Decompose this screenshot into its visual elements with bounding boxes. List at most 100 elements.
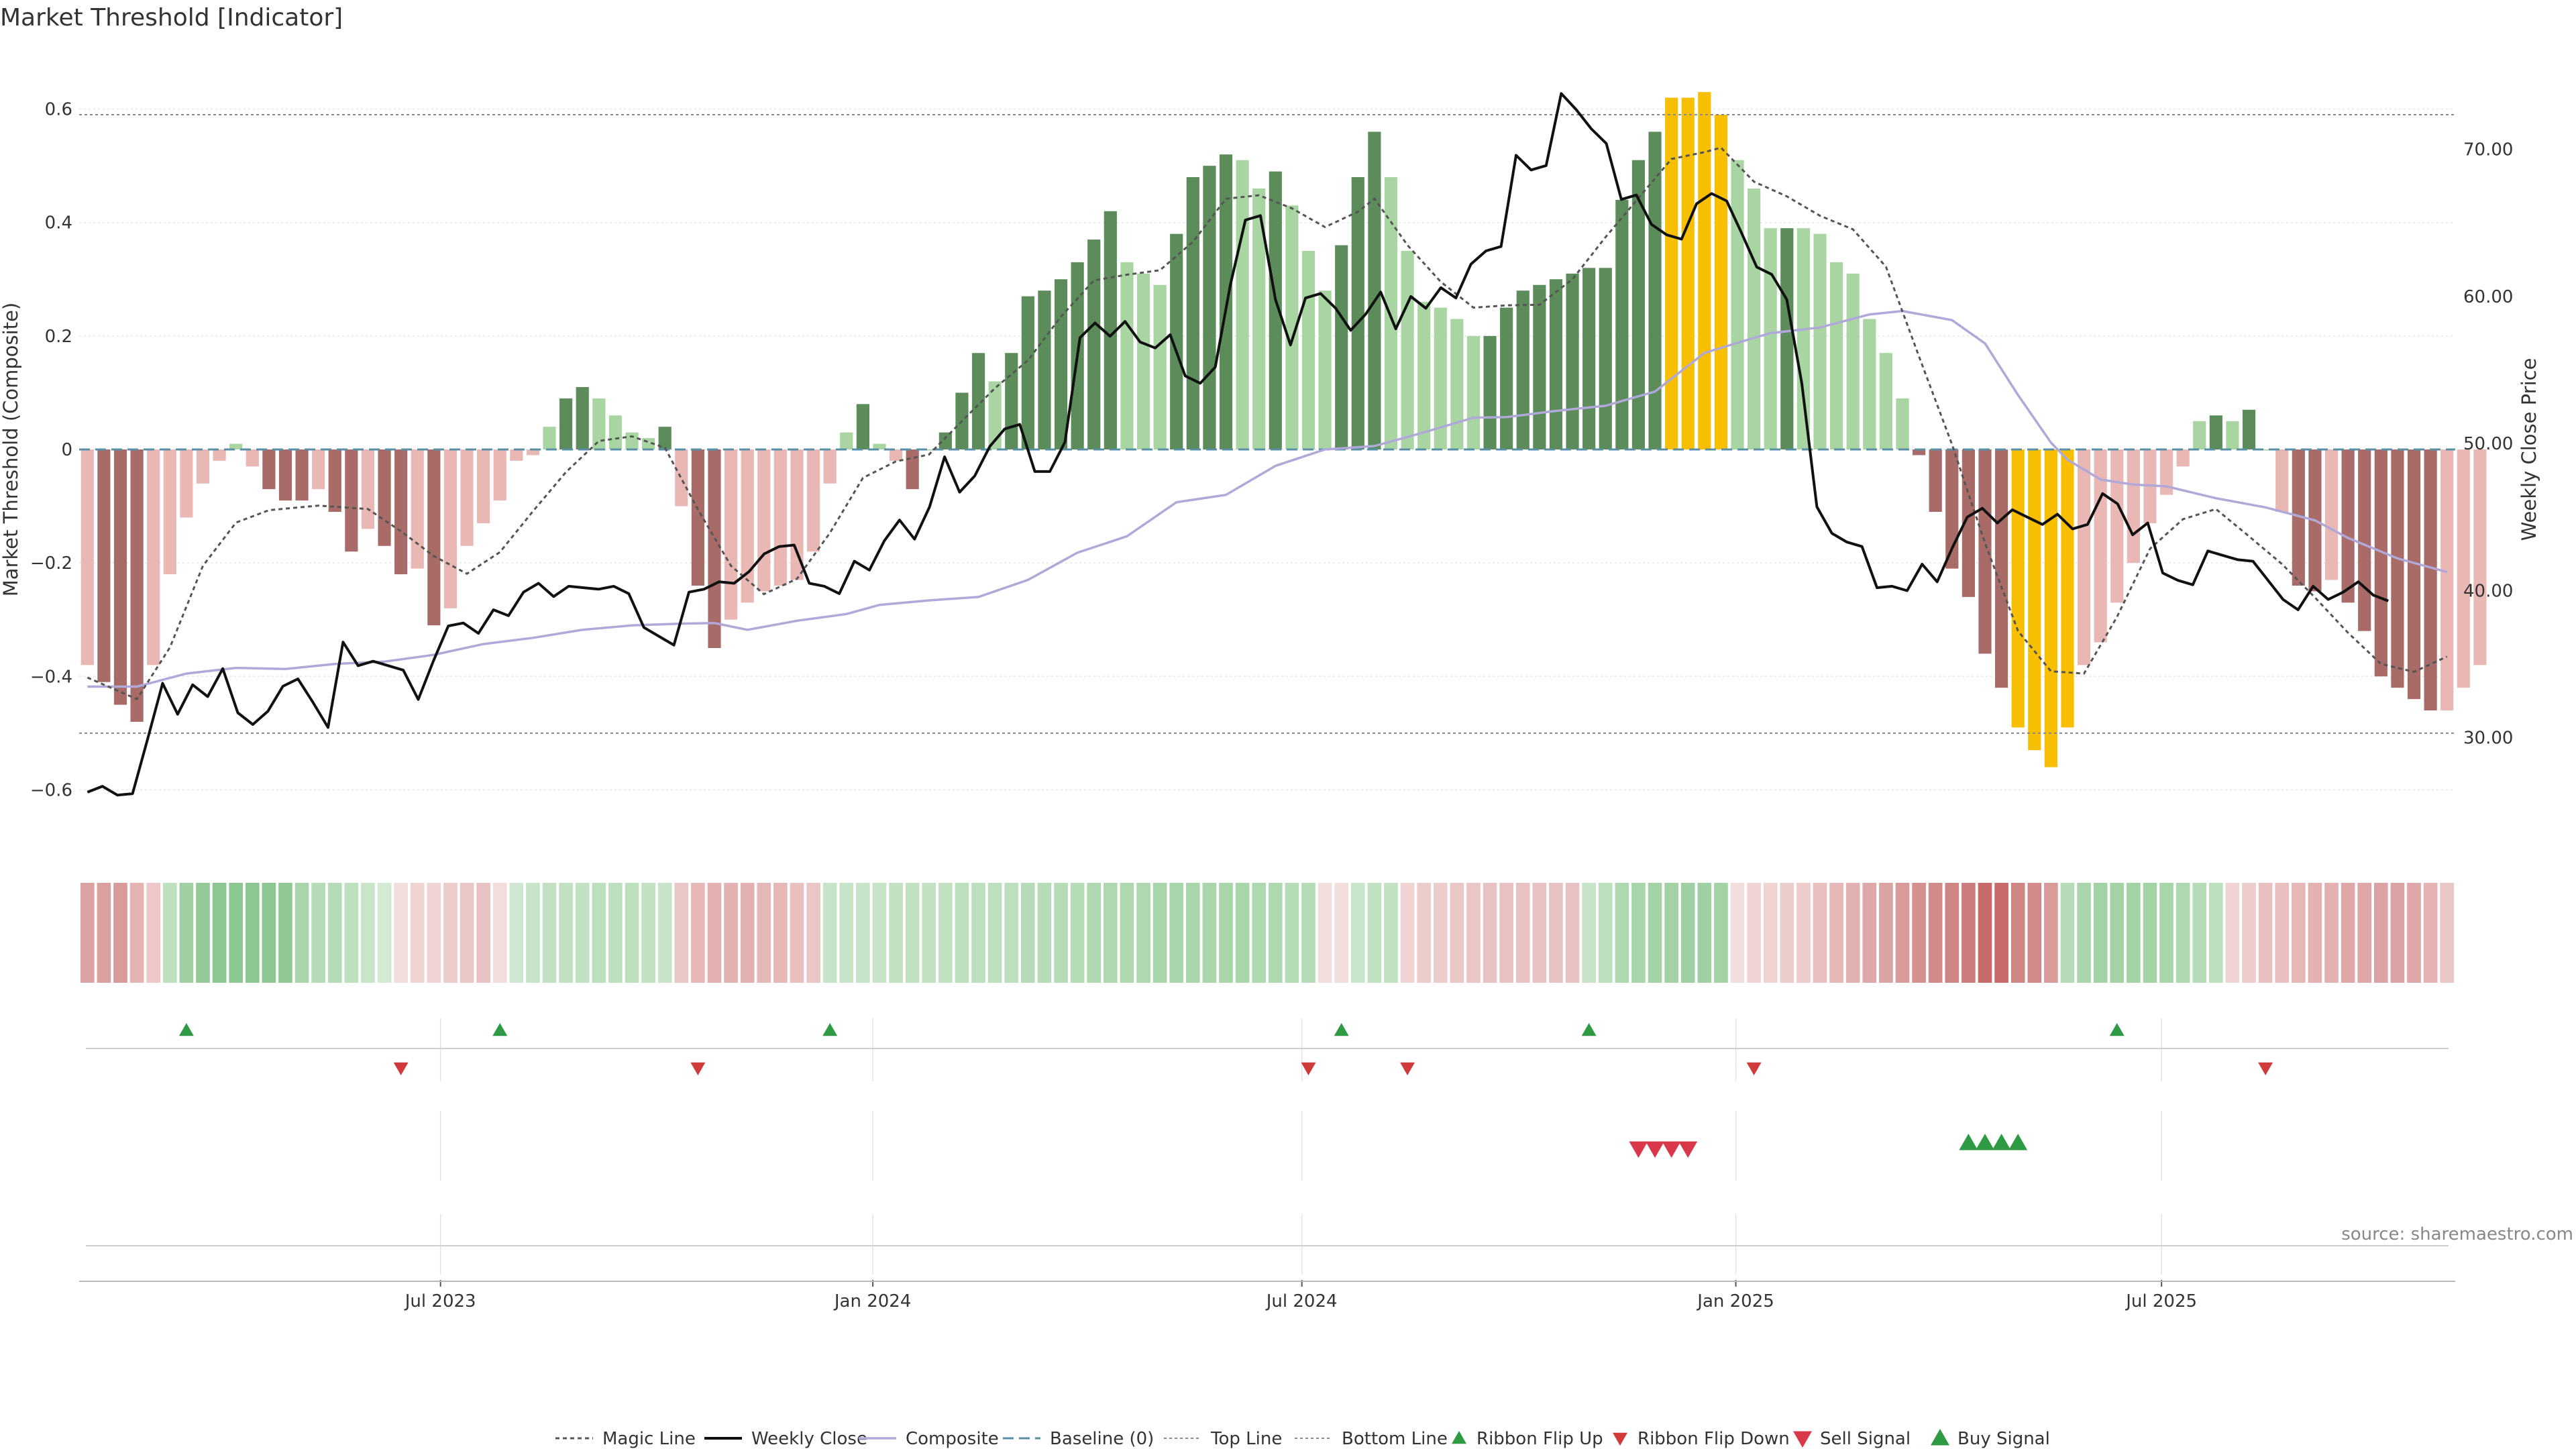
ribbon-cell bbox=[1334, 883, 1349, 983]
composite-bar bbox=[873, 443, 886, 449]
signals-layer bbox=[178, 1023, 2273, 1158]
ribbon-cell bbox=[2242, 883, 2256, 983]
y-tick-label-left: −0.4 bbox=[30, 667, 72, 687]
composite-bar bbox=[1500, 307, 1513, 449]
source-note: source: sharemaestro.com bbox=[2341, 1224, 2573, 1244]
ribbon-cell bbox=[1747, 883, 1761, 983]
ribbon-cell bbox=[1350, 883, 1365, 983]
composite-bar bbox=[1896, 398, 1909, 449]
ribbon-cell bbox=[1466, 883, 1481, 983]
legend-item: Ribbon Flip Down bbox=[1613, 1429, 1790, 1449]
ribbon-cell bbox=[2027, 883, 2042, 983]
ribbon-cell bbox=[1648, 883, 1662, 983]
ribbon-cell bbox=[889, 883, 903, 983]
chart-title: Market Threshold [Indicator] bbox=[0, 4, 343, 32]
ribbon-cell bbox=[1185, 883, 1200, 983]
composite-bar bbox=[1203, 166, 1216, 449]
composite-bar bbox=[741, 449, 754, 603]
ribbon-cell bbox=[460, 883, 474, 983]
composite-bar bbox=[213, 449, 226, 461]
magic-line bbox=[87, 146, 2448, 700]
composite-bar bbox=[278, 449, 292, 501]
ribbon-cell bbox=[146, 883, 161, 983]
composite-bar bbox=[1631, 160, 1646, 449]
grid-layer bbox=[79, 108, 2455, 1275]
buy-signal-marker bbox=[1992, 1134, 2011, 1150]
ribbon-flip-up-marker bbox=[1334, 1023, 1349, 1036]
legend-item: Baseline (0) bbox=[1003, 1429, 1154, 1449]
composite-bar bbox=[1384, 177, 1398, 449]
ribbon-cell bbox=[2010, 883, 2025, 983]
composite-bar bbox=[1318, 290, 1332, 449]
ribbon-cell bbox=[2225, 883, 2240, 983]
composite-bar bbox=[2176, 449, 2190, 467]
ribbon-cell bbox=[2341, 883, 2355, 983]
x-tick-label: Jul 2025 bbox=[2125, 1291, 2197, 1311]
ribbon-cell bbox=[427, 883, 441, 983]
ribbon-cell bbox=[575, 883, 590, 983]
composite-bar bbox=[1335, 245, 1348, 449]
composite-bar bbox=[1813, 233, 1827, 449]
ribbon-cell bbox=[938, 883, 953, 983]
composite-bar bbox=[658, 427, 672, 449]
composite-bar bbox=[1665, 97, 1678, 449]
composite-bar bbox=[1170, 233, 1183, 449]
composite-bar bbox=[2044, 449, 2057, 767]
composite-bar bbox=[2226, 421, 2239, 449]
ribbon-cell bbox=[1862, 883, 1877, 983]
ribbon-cell bbox=[1301, 883, 1316, 983]
ribbon-cell bbox=[1664, 883, 1678, 983]
ribbon-flip-down-marker bbox=[393, 1062, 409, 1075]
ribbon-cell bbox=[1318, 883, 1332, 983]
ribbon-cell bbox=[987, 883, 1002, 983]
legend-item: Sell Signal bbox=[1793, 1429, 1911, 1449]
composite-bar bbox=[757, 449, 771, 592]
legend-swatch bbox=[1931, 1429, 1949, 1446]
ribbon-cell bbox=[1714, 883, 1728, 983]
ribbon-cell bbox=[2308, 883, 2322, 983]
composite-bar bbox=[1236, 160, 1249, 449]
ribbon-cell bbox=[707, 883, 722, 983]
ribbon-cell bbox=[97, 883, 111, 983]
composite-bar bbox=[246, 449, 259, 467]
composite-bar bbox=[2011, 449, 2025, 728]
composite-bar bbox=[312, 449, 325, 490]
ribbon-cell bbox=[2143, 883, 2157, 983]
legend-label: Baseline (0) bbox=[1050, 1429, 1154, 1449]
ribbon-cell bbox=[327, 883, 342, 983]
composite-bar bbox=[427, 449, 441, 626]
composite-bar bbox=[2209, 415, 2222, 449]
composite-bar bbox=[1994, 449, 2008, 688]
legend-swatch bbox=[1452, 1431, 1466, 1444]
composite-bar bbox=[1599, 268, 1612, 449]
ribbon-cell bbox=[674, 883, 689, 983]
composite-bar bbox=[1698, 92, 1711, 449]
ribbon-cell bbox=[262, 883, 276, 983]
ribbon-cell bbox=[1730, 883, 1745, 983]
ribbon-layer bbox=[80, 883, 2455, 983]
ribbon-cell bbox=[1021, 883, 1035, 983]
sell-signal-marker bbox=[1629, 1141, 1648, 1158]
ribbon-cell bbox=[905, 883, 920, 983]
ribbon-cell bbox=[1235, 883, 1250, 983]
legend-item: Ribbon Flip Up bbox=[1452, 1429, 1603, 1449]
legend-label: Ribbon Flip Up bbox=[1477, 1429, 1603, 1449]
ribbon-cell bbox=[872, 883, 887, 983]
y-tick-label-left: 0.4 bbox=[45, 213, 72, 233]
composite-bar bbox=[1368, 131, 1381, 449]
ribbon-cell bbox=[179, 883, 194, 983]
composite-bar bbox=[526, 449, 540, 455]
legend-label: Sell Signal bbox=[1820, 1429, 1911, 1449]
ribbon-cell bbox=[559, 883, 573, 983]
composite-bar bbox=[460, 449, 474, 546]
composite-bar bbox=[2193, 421, 2206, 449]
y-tick-label-right: 60.00 bbox=[2463, 287, 2513, 307]
weekly-close-line bbox=[87, 92, 2389, 797]
composite-bar bbox=[2094, 449, 2107, 643]
composite-bar bbox=[113, 449, 127, 705]
ribbon-cell bbox=[625, 883, 639, 983]
sell-signal-marker bbox=[1678, 1141, 1698, 1158]
ribbon-cell bbox=[1268, 883, 1283, 983]
composite-bar bbox=[1186, 177, 1199, 449]
ribbon-flip-down-marker bbox=[690, 1062, 706, 1075]
